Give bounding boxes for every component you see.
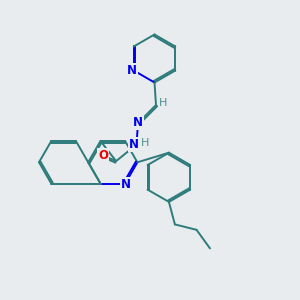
Text: O: O bbox=[98, 148, 108, 162]
Text: N: N bbox=[129, 138, 139, 151]
Text: N: N bbox=[133, 116, 143, 129]
Text: N: N bbox=[127, 64, 137, 77]
Text: N: N bbox=[121, 178, 131, 191]
Text: H: H bbox=[158, 98, 167, 109]
Text: H: H bbox=[141, 138, 149, 148]
